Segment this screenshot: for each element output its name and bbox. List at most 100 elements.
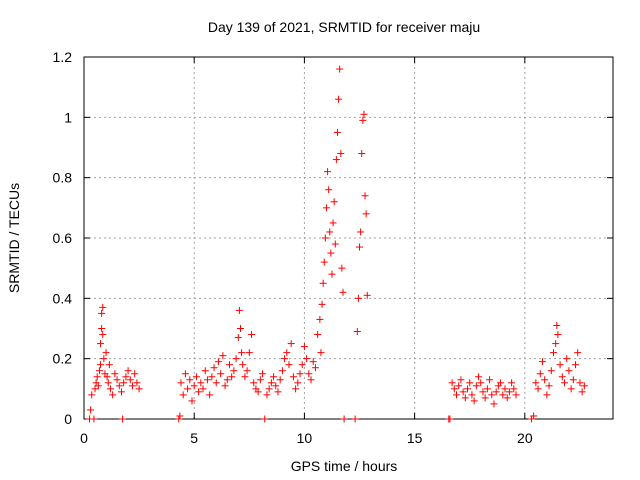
- data-point: [576, 379, 584, 387]
- data-point: [212, 379, 220, 387]
- data-point: [354, 294, 362, 302]
- data-point: [99, 303, 107, 311]
- data-point: [217, 370, 225, 378]
- data-point: [499, 391, 507, 399]
- data-point: [95, 367, 103, 375]
- data-point: [259, 370, 267, 378]
- data-point: [466, 379, 474, 387]
- data-point: [361, 192, 369, 200]
- data-point: [230, 367, 238, 375]
- data-point: [214, 358, 222, 366]
- data-point: [316, 315, 324, 323]
- y-tick-label: 0.2: [53, 351, 73, 367]
- data-point: [329, 219, 337, 227]
- data-point: [563, 355, 571, 363]
- data-point: [94, 382, 102, 390]
- data-point: [510, 385, 518, 393]
- y-tick-label: 1: [64, 109, 72, 125]
- data-point: [203, 376, 211, 384]
- data-point: [100, 355, 108, 363]
- data-point: [219, 352, 227, 360]
- data-point: [117, 388, 125, 396]
- data-point: [558, 373, 566, 381]
- y-tick-label: 0.4: [53, 290, 73, 306]
- data-point: [580, 382, 588, 390]
- data-point: [450, 385, 458, 393]
- data-point: [281, 355, 289, 363]
- data-point: [324, 168, 332, 176]
- data-point: [543, 391, 551, 399]
- data-point: [294, 379, 302, 387]
- data-point: [225, 361, 233, 369]
- data-point: [541, 376, 549, 384]
- data-point: [276, 376, 284, 384]
- data-point: [93, 373, 101, 381]
- data-point: [545, 382, 553, 390]
- data-point: [320, 258, 328, 266]
- data-point: [115, 382, 123, 390]
- data-point: [287, 340, 295, 348]
- data-point: [363, 291, 371, 299]
- data-point: [176, 412, 184, 420]
- data-point: [263, 391, 271, 399]
- y-axis-label: SRMTID / TECUs: [6, 183, 22, 293]
- data-point: [553, 321, 561, 329]
- data-point: [337, 150, 345, 158]
- data-point: [102, 349, 110, 357]
- data-point: [300, 343, 308, 351]
- data-point: [241, 373, 249, 381]
- data-point: [321, 234, 329, 242]
- data-point: [270, 373, 278, 381]
- data-point: [122, 373, 130, 381]
- data-point: [319, 279, 327, 287]
- data-point: [131, 370, 139, 378]
- data-point: [184, 385, 192, 393]
- data-point: [128, 382, 136, 390]
- data-point: [99, 331, 107, 339]
- x-tick-label: 20: [517, 430, 533, 446]
- y-tick-label: 0.8: [53, 170, 73, 186]
- data-point: [88, 391, 96, 399]
- y-tick-label: 0: [64, 411, 72, 427]
- data-point: [195, 388, 203, 396]
- data-point: [228, 373, 236, 381]
- data-point: [475, 373, 483, 381]
- data-point: [448, 379, 456, 387]
- data-point: [201, 367, 209, 375]
- data-point: [481, 394, 489, 402]
- data-point: [362, 210, 370, 218]
- data-point: [569, 376, 577, 384]
- data-point: [97, 340, 105, 348]
- data-point: [109, 391, 117, 399]
- data-point: [330, 198, 338, 206]
- data-point: [477, 379, 485, 387]
- data-point: [457, 376, 465, 384]
- x-tick-label: 5: [190, 430, 198, 446]
- data-point: [333, 128, 341, 136]
- data-point: [111, 370, 119, 378]
- data-point: [278, 367, 286, 375]
- data-point: [318, 300, 326, 308]
- data-point: [256, 376, 264, 384]
- data-point: [113, 376, 121, 384]
- data-point: [175, 415, 183, 423]
- data-point: [332, 156, 340, 164]
- data-point: [326, 228, 334, 236]
- data-point: [538, 358, 546, 366]
- data-point: [179, 391, 187, 399]
- data-point: [221, 382, 229, 390]
- data-point: [536, 370, 544, 378]
- data-point: [561, 379, 569, 387]
- data-point: [296, 370, 304, 378]
- data-point: [292, 385, 300, 393]
- data-point: [124, 367, 132, 375]
- data-point: [133, 379, 141, 387]
- data-point: [120, 379, 128, 387]
- x-tick-label: 0: [80, 430, 88, 446]
- data-point: [104, 379, 112, 387]
- data-point: [565, 367, 573, 375]
- data-point: [119, 415, 127, 423]
- data-point: [353, 328, 361, 336]
- data-point: [197, 379, 205, 387]
- data-point: [98, 325, 106, 332]
